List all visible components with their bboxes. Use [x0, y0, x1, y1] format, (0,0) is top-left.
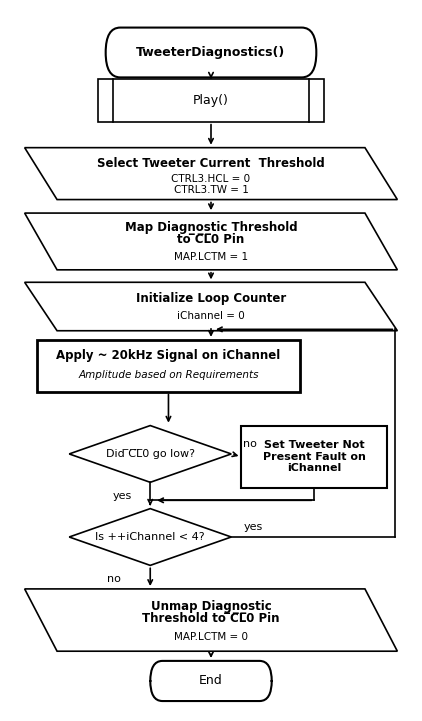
Text: Unmap Diagnostic: Unmap Diagnostic [151, 600, 271, 613]
Text: Did ̅C̅L̅0 go low?: Did ̅C̅L̅0 go low? [106, 449, 195, 459]
Bar [37, 340, 300, 392]
Text: to ̅C̅L̅0 Pin: to ̅C̅L̅0 Pin [177, 233, 245, 246]
Bar [241, 425, 387, 488]
Text: End: End [199, 674, 223, 687]
Polygon shape [24, 589, 398, 651]
Text: MAP.LCTM = 1: MAP.LCTM = 1 [174, 252, 248, 262]
Text: Map Diagnostic Threshold: Map Diagnostic Threshold [124, 221, 298, 234]
FancyBboxPatch shape [106, 27, 316, 77]
Text: no: no [243, 438, 257, 448]
Text: Threshold to ̅C̅L̅0 Pin: Threshold to ̅C̅L̅0 Pin [142, 612, 280, 625]
Polygon shape [24, 213, 398, 270]
Text: Select Tweeter Current  Threshold: Select Tweeter Current Threshold [97, 157, 325, 170]
Text: Play(): Play() [193, 94, 229, 107]
Polygon shape [69, 425, 231, 482]
Polygon shape [24, 148, 398, 200]
Text: yes: yes [112, 491, 132, 501]
Polygon shape [24, 283, 398, 331]
Text: MAP.LCTM = 0: MAP.LCTM = 0 [174, 632, 248, 642]
Text: Set Tweeter Not
Present Fault on
iChannel: Set Tweeter Not Present Fault on iChanne… [263, 440, 366, 473]
FancyBboxPatch shape [150, 661, 272, 701]
Text: yes: yes [243, 521, 262, 531]
Polygon shape [69, 508, 231, 565]
Text: Is ++iChannel < 4?: Is ++iChannel < 4? [95, 532, 205, 542]
Text: iChannel = 0: iChannel = 0 [177, 311, 245, 321]
Text: TweeterDiagnostics(): TweeterDiagnostics() [136, 46, 286, 59]
Text: no: no [107, 574, 121, 584]
Text: Apply ~ 20kHz Signal on iChannel: Apply ~ 20kHz Signal on iChannel [57, 349, 281, 362]
Text: CTRL3.HCL = 0
CTRL3.TW = 1: CTRL3.HCL = 0 CTRL3.TW = 1 [171, 174, 251, 195]
Text: Initialize Loop Counter: Initialize Loop Counter [136, 292, 286, 305]
Text: Amplitude based on Requirements: Amplitude based on Requirements [78, 371, 259, 381]
Bar [97, 79, 325, 122]
